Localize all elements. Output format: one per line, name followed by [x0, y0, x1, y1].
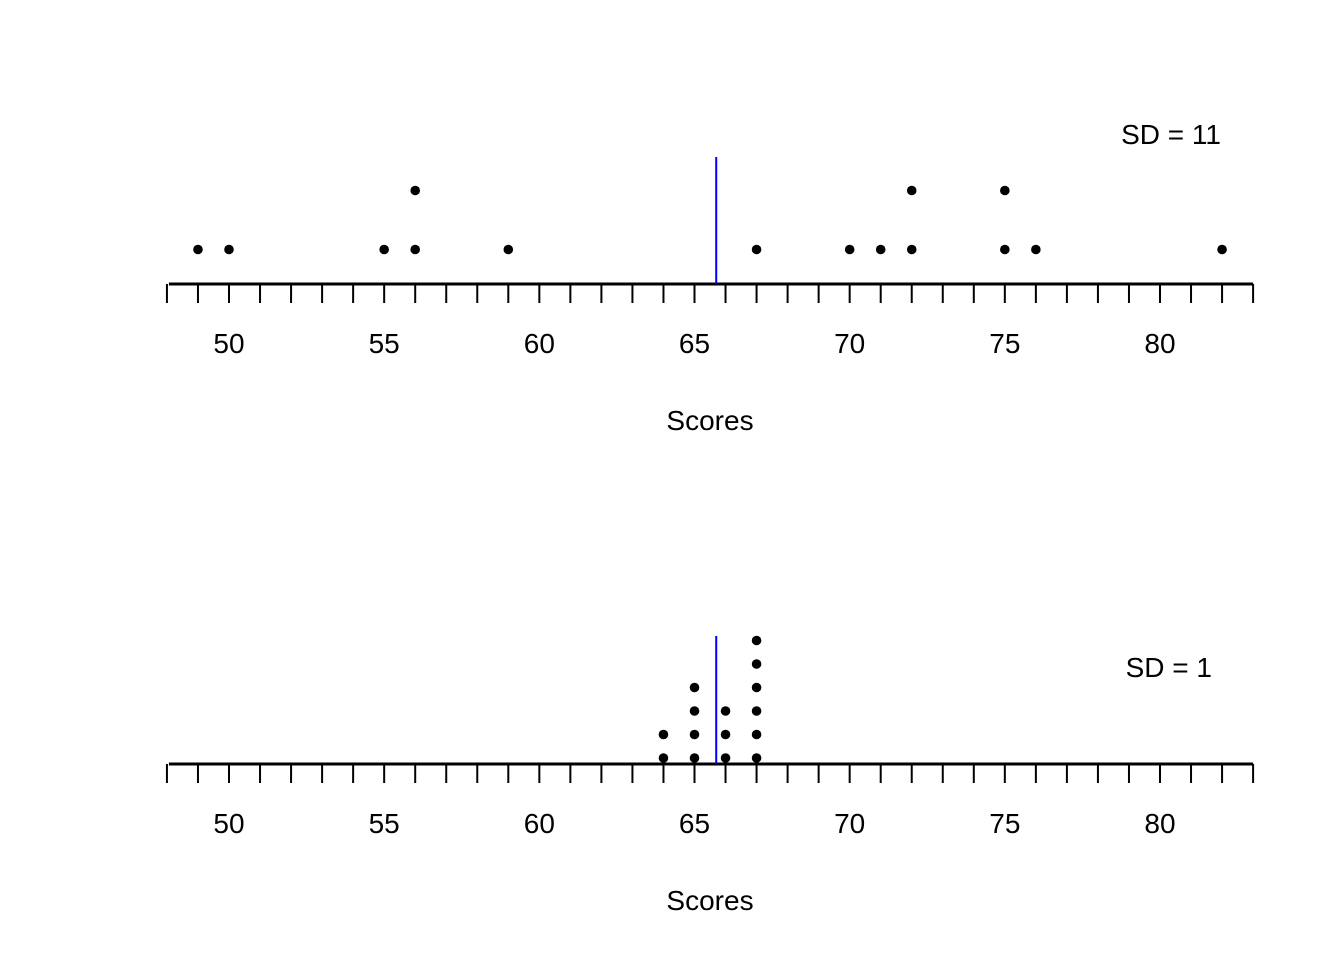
x-tick-label: 50	[213, 328, 244, 359]
data-point	[751, 706, 762, 716]
x-tick-label: 55	[369, 808, 400, 839]
data-point	[751, 729, 762, 740]
data-point	[906, 185, 917, 196]
data-point	[1217, 244, 1227, 255]
sd-annotation: SD = 11	[1121, 119, 1221, 150]
data-point	[689, 706, 700, 716]
data-point	[193, 244, 203, 255]
x-tick-label: 70	[834, 328, 865, 359]
data-point	[751, 753, 762, 763]
x-axis-title: Scores	[666, 885, 753, 916]
data-point	[751, 659, 762, 669]
x-tick-label: 70	[834, 808, 865, 839]
data-point	[379, 244, 389, 255]
data-point	[844, 244, 855, 255]
data-point	[410, 185, 421, 196]
data-point	[658, 729, 669, 740]
x-tick-label: 80	[1144, 808, 1175, 839]
x-tick-label: 75	[989, 808, 1020, 839]
data-point	[1000, 244, 1010, 255]
data-point	[906, 244, 917, 255]
x-tick-label: 65	[679, 328, 710, 359]
x-tick-label: 80	[1144, 328, 1175, 359]
data-point	[720, 753, 731, 763]
data-point	[689, 682, 700, 693]
data-point	[410, 244, 421, 255]
data-point	[658, 753, 669, 763]
data-point	[224, 244, 234, 255]
x-tick-label: 75	[989, 328, 1020, 359]
data-point	[751, 682, 762, 693]
x-axis-title: Scores	[666, 405, 753, 436]
data-point	[751, 244, 762, 255]
data-point	[689, 753, 700, 763]
data-point	[720, 706, 731, 716]
dot-plot-panel-top: SD = 11 Scores 50 55 60 65 70 75 80	[165, 119, 1255, 436]
x-tick-label: 65	[679, 808, 710, 839]
data-point	[1031, 244, 1041, 255]
x-tick-label: 55	[369, 328, 400, 359]
data-point	[720, 729, 731, 740]
data-point	[875, 244, 886, 255]
dot-plot-panel-bottom: SD = 1 Scores 50 55 60 65 70 75 80	[165, 635, 1255, 916]
data-point	[751, 635, 762, 646]
sd-annotation: SD = 1	[1126, 652, 1212, 683]
data-point	[689, 729, 700, 740]
data-point	[1000, 185, 1010, 196]
data-point	[503, 244, 514, 255]
x-tick-label: 50	[213, 808, 244, 839]
x-tick-label: 60	[524, 328, 555, 359]
x-tick-label: 60	[524, 808, 555, 839]
